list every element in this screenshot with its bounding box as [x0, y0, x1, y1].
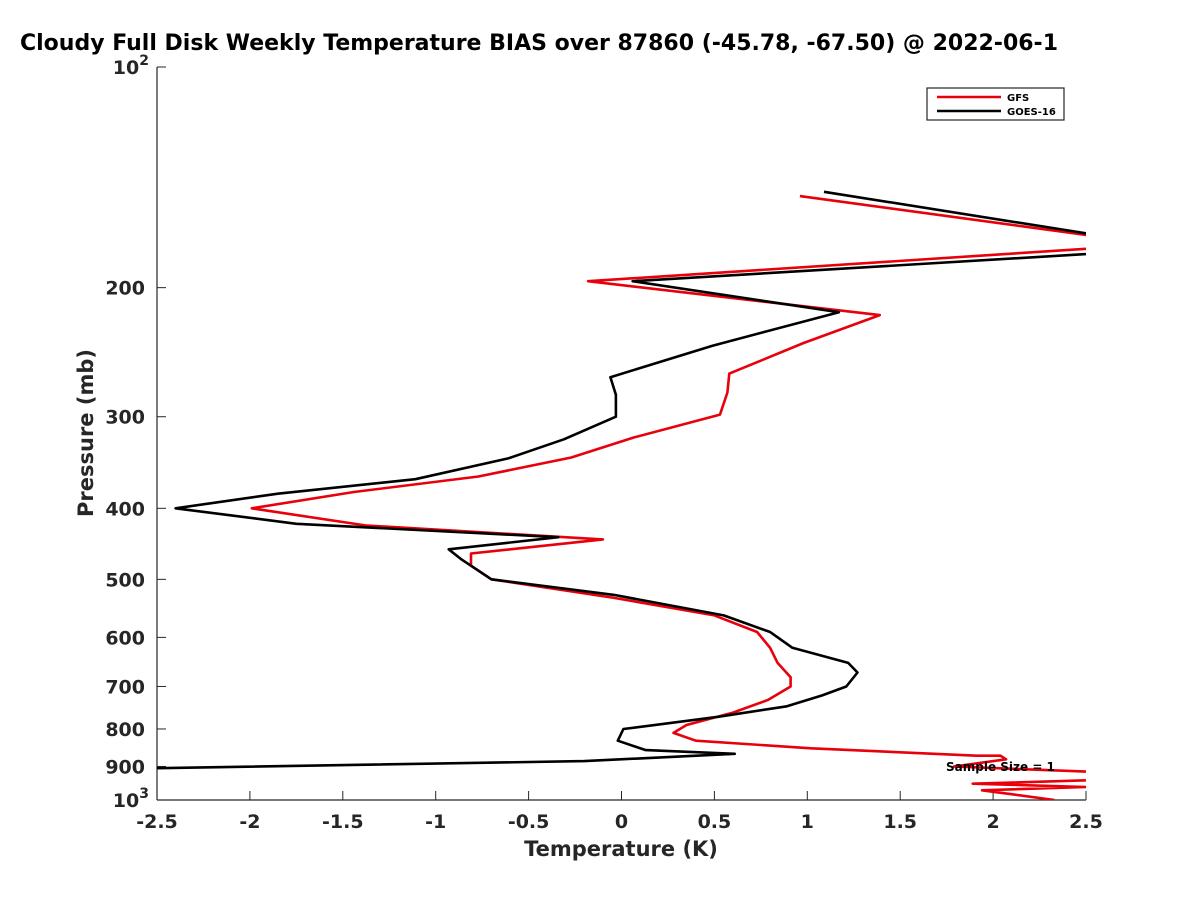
- x-tick-label: -1.5: [322, 811, 364, 833]
- x-tick-label: 1.5: [883, 811, 917, 833]
- series-line-goes-16: [157, 190, 1086, 770]
- y-tick-label: 700: [105, 676, 145, 698]
- y-tick-label: 900: [105, 756, 145, 778]
- x-tick-label: 2.5: [1069, 811, 1103, 833]
- y-tick-label: 300: [105, 407, 145, 429]
- x-axis-label: Temperature (K): [524, 837, 718, 861]
- y-tick-label: 600: [105, 627, 145, 649]
- x-tick-label: 0.5: [698, 811, 732, 833]
- series-line-gfs: [250, 194, 1086, 800]
- legend-entry-label: GOES-16: [1007, 107, 1056, 118]
- x-tick-label: -1: [425, 811, 446, 833]
- y-tick-label: 200: [105, 278, 145, 300]
- chart-axes: -2.5 -2 -1.5 -1 -0.5 0 0.5 1 1.5 2 2.5 102 200 300 400…: [105, 53, 1103, 833]
- legend-entry-label: GFS: [1007, 93, 1029, 104]
- chart-title: Cloudy Full Disk Weekly Temperature BIAS…: [20, 31, 1058, 56]
- legend-box: [926, 87, 1065, 121]
- x-tick-label: 0: [615, 811, 628, 833]
- sample-size-annotation: Sample Size = 1: [946, 760, 1055, 774]
- x-tick-label: -2: [239, 811, 260, 833]
- y-tick-label: 800: [105, 719, 145, 741]
- x-tick-label: 1: [801, 811, 814, 833]
- y-tick-label: 103: [113, 786, 149, 812]
- y-axis-label: Pressure (mb): [74, 349, 98, 517]
- chart-series-layer: [157, 190, 1086, 800]
- y-tick-label: 400: [105, 498, 145, 520]
- x-tick-label: 2: [986, 811, 999, 833]
- x-tick-label: -2.5: [136, 811, 178, 833]
- x-tick-label: -0.5: [508, 811, 550, 833]
- y-tick-label: 500: [105, 569, 145, 591]
- chart-legend: GFS GOES-16: [926, 87, 1065, 121]
- y-tick-label: 102: [113, 53, 149, 79]
